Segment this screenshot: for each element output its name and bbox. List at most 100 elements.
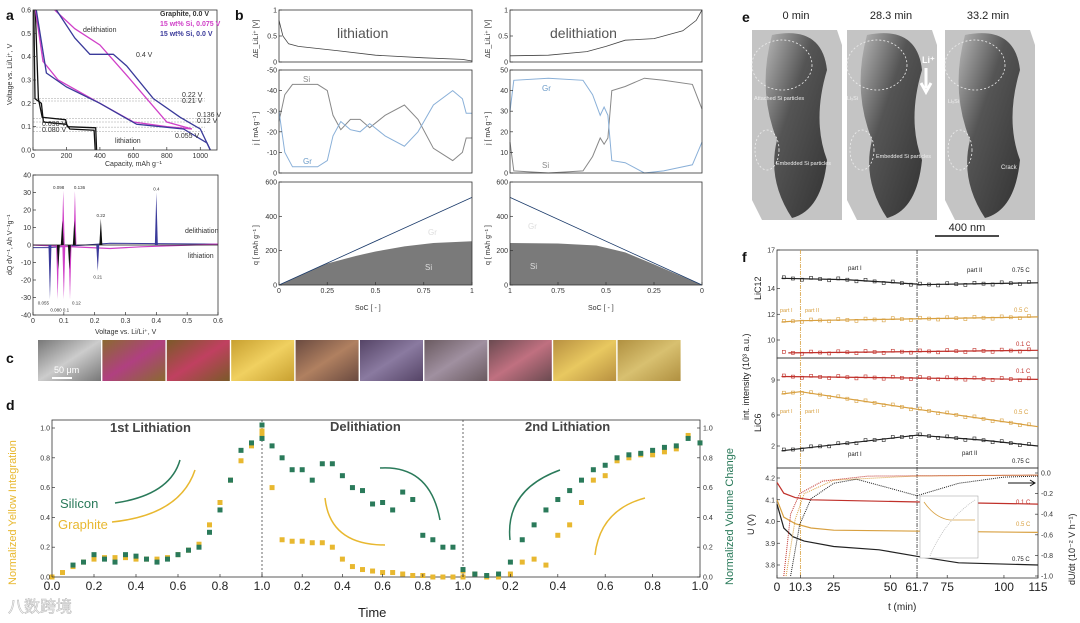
f-lic12-point bbox=[881, 281, 886, 285]
d-point-graphite bbox=[329, 544, 335, 550]
f-xlabel: t (min) bbox=[888, 602, 916, 613]
d-point-graphite bbox=[259, 432, 265, 438]
f-lic6-point bbox=[909, 407, 913, 412]
f-lic6-point bbox=[890, 402, 895, 407]
f-lic6-point bbox=[1008, 441, 1013, 445]
d-point-silicon bbox=[81, 559, 86, 565]
f-mid-rate-01: 0.1 C bbox=[1016, 369, 1031, 375]
d-xtick-label: 0.2 bbox=[502, 579, 519, 593]
d-xlabel: Time bbox=[358, 605, 386, 620]
b-right-ylabel-de: ΔE_LiLi⁺ [V] bbox=[485, 20, 492, 58]
a-peak-label: 0.1 bbox=[63, 307, 70, 312]
f-lic12-point bbox=[918, 348, 922, 353]
f-lic6-point bbox=[791, 374, 795, 379]
f-inset-u-curve bbox=[923, 501, 975, 521]
d-ytick-right-label: 0.4 bbox=[703, 515, 713, 522]
f-right-ytick-label: -0.2 bbox=[1041, 491, 1053, 498]
attached-si-outline bbox=[846, 39, 908, 91]
f-right-ytick-label: -0.6 bbox=[1041, 532, 1053, 539]
f-lic6-point bbox=[963, 438, 968, 442]
f-lic6-point bbox=[900, 376, 904, 380]
a-dqdv-peak bbox=[60, 220, 64, 245]
optical-frame-3 bbox=[231, 340, 295, 381]
d-point-graphite bbox=[370, 568, 376, 574]
b-left-j-si-label: Si bbox=[303, 75, 310, 84]
d-xtick-label: 1.0 bbox=[254, 579, 271, 593]
d-point-silicon bbox=[507, 559, 513, 565]
f-lic6-point bbox=[863, 438, 868, 442]
f-lic6-point bbox=[800, 391, 804, 395]
e-annot-crack: Crack bbox=[1001, 165, 1018, 171]
d-ylabel-left: Normalized Yellow Integration bbox=[7, 440, 19, 585]
f-bottom-ytick-label: 4.0 bbox=[765, 519, 775, 526]
a-bottom-xtick-label: 0.1 bbox=[59, 318, 69, 325]
b-right-q-si-area bbox=[510, 242, 702, 285]
optical-frame-8 bbox=[553, 340, 617, 381]
f-lic6-point bbox=[954, 436, 959, 440]
a-legend-si-00: 15 wt% Si, 0.0 V bbox=[160, 31, 213, 38]
a-curve bbox=[34, 9, 98, 151]
f-lic12-point bbox=[999, 314, 1004, 319]
b-right-xlabel: SoC [ - ] bbox=[588, 305, 614, 312]
a-curve bbox=[54, 9, 193, 130]
f-lic6-point bbox=[791, 447, 795, 452]
f-ylabel-dudt: dU/dt (10⁻² V h⁻¹) bbox=[1067, 513, 1077, 585]
d-point-graphite bbox=[319, 540, 325, 546]
d-point-silicon bbox=[531, 522, 537, 528]
f-lic12-point bbox=[836, 276, 841, 281]
a-annot-022v: 0.22 V bbox=[182, 92, 203, 99]
f-lic12-point bbox=[1027, 280, 1031, 284]
b-left-dE-curve bbox=[278, 20, 473, 62]
d-point-graphite bbox=[430, 574, 436, 580]
tem-image-sequence bbox=[751, 30, 1035, 220]
a-bottom-ytick-label: 0 bbox=[27, 243, 31, 250]
d-trend-arrow-icon bbox=[114, 459, 181, 504]
f-mid-rate-075: 0.75 C bbox=[1012, 459, 1030, 465]
d-ytick-left-label: 1.0 bbox=[40, 426, 50, 433]
d-ylabel-right: Normalized Volume Change bbox=[724, 448, 736, 585]
a-curve bbox=[55, 9, 211, 151]
f-lic6-point bbox=[1008, 420, 1013, 425]
a-legend-si-0075: 15 wt% Si, 0.075 V bbox=[160, 21, 221, 28]
d-trend-arrow-icon bbox=[111, 469, 196, 523]
a-peak-label: 0.22 bbox=[96, 213, 105, 218]
watermark: 八数跨境 bbox=[8, 597, 72, 616]
f-bottom-ytick-label: 4.1 bbox=[765, 497, 775, 504]
d-ytick-right-label: 1.0 bbox=[703, 426, 713, 433]
f-lic12-point bbox=[881, 318, 886, 323]
d-point-silicon bbox=[329, 461, 335, 467]
f-lic6-point bbox=[900, 435, 904, 439]
f-lic6-point bbox=[1027, 376, 1031, 381]
f-lic6-point bbox=[854, 399, 859, 403]
d-point-silicon bbox=[228, 477, 233, 483]
f-lic12-point bbox=[954, 349, 959, 353]
f-lic12-point bbox=[990, 282, 995, 287]
f-lic12-point bbox=[909, 282, 913, 287]
d-point-silicon bbox=[319, 461, 325, 467]
d-section-3: 2nd Lithiation bbox=[525, 419, 610, 434]
f-lic12-point bbox=[836, 349, 841, 354]
a-bottom-xtick-label: 0.2 bbox=[90, 318, 100, 325]
f-lic12-point bbox=[845, 277, 850, 282]
f-lic12-point bbox=[881, 351, 886, 355]
d-point-graphite bbox=[626, 455, 632, 461]
b-left-xtick-label: 0.5 bbox=[371, 288, 381, 295]
b-right-j-gr-label: Gr bbox=[542, 84, 551, 93]
attached-si-outline bbox=[944, 39, 1006, 91]
a-top-xtick-label: 1000 bbox=[192, 153, 208, 160]
f-lic6-line bbox=[781, 434, 1039, 452]
d-point-graphite bbox=[602, 473, 608, 479]
b-left-xtick-label: 0 bbox=[277, 288, 281, 295]
d-point-graphite bbox=[519, 559, 525, 565]
f-lic12-point bbox=[872, 350, 877, 354]
f-bottom-rate-01: 0.1 C bbox=[1016, 500, 1031, 506]
d-point-silicon bbox=[186, 547, 191, 553]
f-lic6-point bbox=[890, 374, 895, 379]
d-xtick-label: 0.4 bbox=[549, 579, 566, 593]
f-lic12-point bbox=[854, 279, 859, 284]
f-top-ytick-label: 17 bbox=[767, 248, 775, 255]
optical-frame-5 bbox=[360, 340, 423, 381]
d-point-graphite bbox=[269, 485, 275, 491]
d-point-graphite bbox=[91, 556, 97, 562]
f-lic12-point bbox=[845, 318, 850, 322]
